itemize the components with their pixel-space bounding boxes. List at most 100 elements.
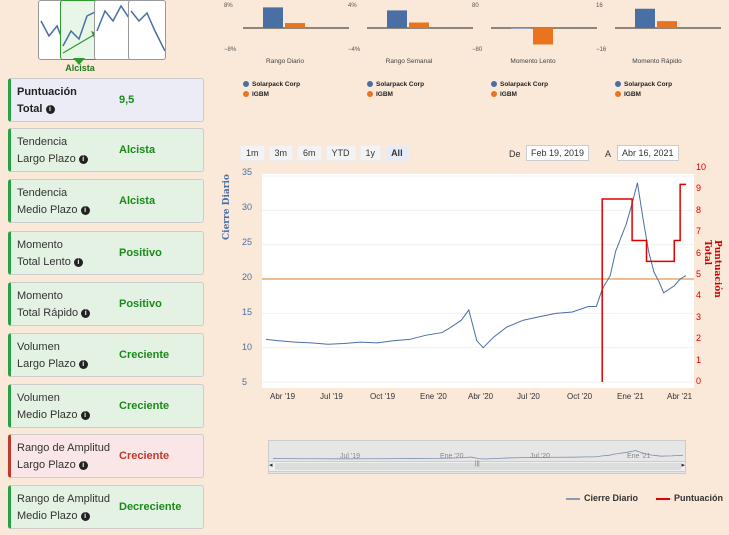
card-label: Rango de Amplitud Largo Plazo i [17, 440, 110, 474]
mini-bar-b [285, 23, 305, 28]
mini-legend-a[interactable]: Solarpack Corp [615, 81, 672, 88]
indicator-card[interactable]: Rango de Amplitud Largo Plazo i Creciente [8, 434, 204, 478]
card-value: Creciente [119, 450, 170, 462]
card-label-line2: Largo Plazo [17, 153, 76, 165]
card-label-line2: Largo Plazo [17, 358, 76, 370]
indicator-card[interactable]: Volumen Medio Plazo i Creciente [8, 384, 204, 428]
info-icon[interactable]: i [78, 154, 88, 164]
info-icon[interactable]: i [80, 511, 90, 521]
card-label: Rango de Amplitud Medio Plazo i [17, 491, 110, 525]
main-chart-plot[interactable] [262, 174, 694, 388]
mini-bar-a [387, 10, 407, 28]
indicator-card[interactable]: Momento Total Lento i Positivo [8, 231, 204, 275]
mini-bar-b [409, 22, 429, 28]
legend-dot [243, 81, 249, 88]
indicator-card[interactable]: Volumen Largo Plazo i Creciente [8, 333, 204, 377]
range-button[interactable]: All [385, 145, 409, 161]
indicator-card[interactable]: Tendencia Medio Plazo i Alcista [8, 179, 204, 223]
mini-title: Momento Lento [510, 58, 556, 65]
triangle-marker-icon [73, 58, 85, 65]
nav-tick: Jul '19 [340, 453, 361, 460]
mini-chart: 80 −80 Momento Lento Solarpack Corp IGBM [472, 0, 605, 100]
range-button[interactable]: 1m [240, 145, 265, 161]
mini-title: Rango Diario [266, 58, 304, 65]
mini-legend-b[interactable]: IGBM [615, 91, 641, 98]
card-value: Creciente [119, 349, 170, 361]
date-to-input[interactable]: Abr 16, 2021 [617, 145, 679, 161]
navigator-line [272, 450, 684, 460]
mini-bar-b [533, 28, 553, 45]
scroll-right-icon[interactable]: ▸ [681, 462, 685, 469]
range-selector: 1m 3m 6m YTD 1y All [240, 145, 409, 161]
mini-ymin: −16 [596, 47, 607, 53]
x-tick: Oct '20 [567, 392, 593, 401]
mini-legend-b[interactable]: IGBM [367, 91, 393, 98]
main-chart-svg [262, 175, 694, 383]
legend-dot [491, 81, 497, 88]
mini-ymin: −4% [348, 47, 361, 53]
info-icon[interactable]: i [73, 257, 83, 267]
scroll-grip-icon[interactable]: ||| [475, 461, 480, 467]
x-tick: Jul '20 [517, 392, 540, 401]
nav-tick: Jul '20 [530, 453, 551, 460]
info-icon[interactable]: i [45, 104, 55, 114]
indicator-card[interactable]: Tendencia Largo Plazo i Alcista [8, 128, 204, 172]
trend-line-icon [96, 4, 131, 32]
range-button[interactable]: 1y [359, 145, 382, 161]
card-label-line2: Medio Plazo [17, 409, 78, 421]
legend-close[interactable]: Cierre Diario [566, 493, 638, 503]
trend-panel-mid [94, 0, 132, 60]
legend-label: Solarpack Corp [500, 81, 549, 88]
card-label: Momento Total Rápido i [17, 288, 91, 322]
indicator-card[interactable]: Momento Total Rápido i Positivo [8, 282, 204, 326]
mini-bars [491, 27, 597, 45]
legend-label: Solarpack Corp [624, 81, 673, 88]
left-tick: 15 [242, 307, 253, 317]
legend-score[interactable]: Puntuación [656, 493, 723, 503]
date-from-input[interactable]: Feb 19, 2019 [526, 145, 590, 161]
trend-panel-active [60, 0, 98, 60]
mini-legend-b[interactable]: IGBM [491, 91, 517, 98]
trend-panel-right [128, 0, 166, 60]
indicator-card[interactable]: Puntuación Total i 9,5 [8, 78, 204, 122]
indicator-card[interactable]: Rango de Amplitud Medio Plazo i Decrecient… [8, 485, 204, 529]
card-label-line1: Rango de Amplitud [17, 493, 110, 505]
trend-line-icon [130, 10, 165, 52]
mini-ymin: −80 [472, 47, 483, 53]
x-tick: Abr '19 [270, 392, 296, 401]
info-icon[interactable]: i [78, 460, 88, 470]
mini-legend-a[interactable]: Solarpack Corp [367, 81, 424, 88]
mini-legend-a[interactable]: Solarpack Corp [491, 81, 548, 88]
scroll-left-icon[interactable]: ◂ [269, 462, 273, 469]
legend-dot [615, 91, 621, 98]
mini-legend-b[interactable]: IGBM [243, 91, 269, 98]
legend-label: IGBM [624, 91, 641, 98]
card-label-line1: Rango de Amplitud [17, 442, 110, 454]
legend-dot [491, 91, 497, 98]
info-icon[interactable]: i [78, 359, 88, 369]
range-button[interactable]: YTD [325, 145, 356, 161]
info-icon[interactable]: i [80, 410, 90, 420]
range-button[interactable]: 3m [268, 145, 294, 161]
range-button[interactable]: 6m [297, 145, 322, 161]
right-tick: 10 [696, 162, 707, 172]
info-icon[interactable]: i [80, 205, 90, 215]
right-tick: 9 [696, 183, 702, 194]
card-label-line2: Total [17, 103, 43, 115]
card-label-line1: Momento [17, 290, 63, 302]
trend-up-icon [62, 10, 97, 54]
mini-title: Rango Semanal [385, 58, 433, 65]
mini-ymax: 16 [596, 3, 603, 9]
nav-tick: Ene '21 [627, 453, 651, 460]
card-label-line2: Medio Plazo [17, 204, 78, 216]
mini-bar-a [635, 8, 655, 28]
legend-dot [367, 91, 373, 98]
right-tick: 8 [696, 204, 702, 215]
scrollbar-thumb[interactable] [275, 463, 681, 470]
card-label-line2: Total Lento [17, 256, 71, 268]
info-icon[interactable]: i [81, 308, 91, 318]
x-tick: Abr '21 [667, 392, 693, 401]
card-value: Positivo [119, 247, 162, 259]
mini-legend-a[interactable]: Solarpack Corp [243, 81, 300, 88]
navigator-scrollbar[interactable]: ◂ ▸ ||| [268, 461, 686, 472]
